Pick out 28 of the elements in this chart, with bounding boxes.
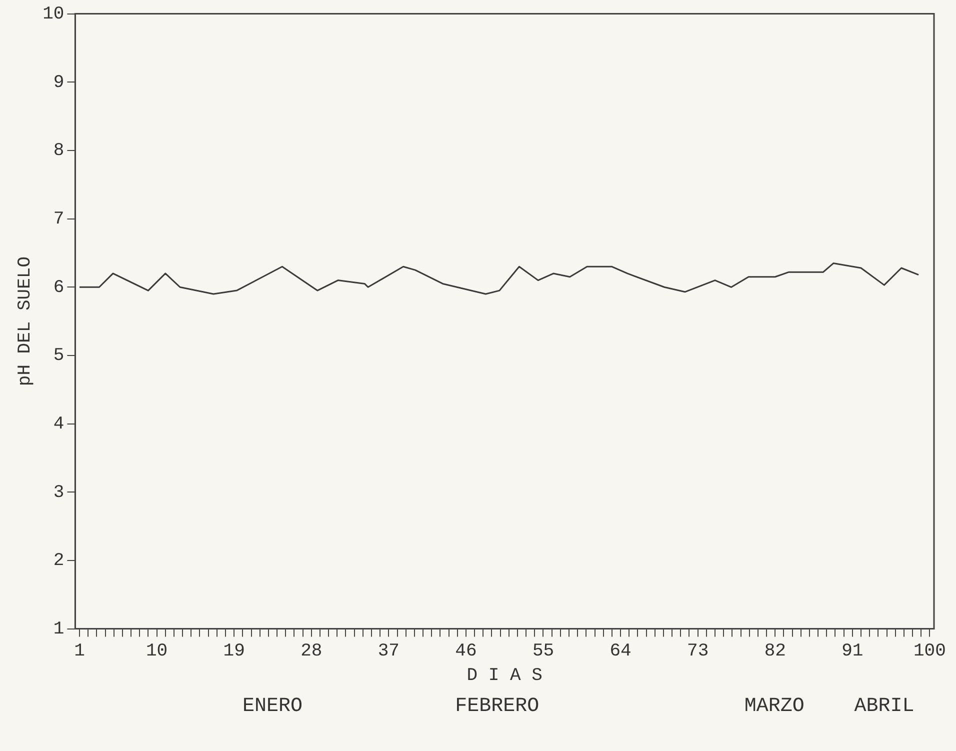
text: MARZO <box>744 695 804 718</box>
y-tick-label: 7 <box>53 210 64 230</box>
y-tick-label: 10 <box>42 4 64 25</box>
x-tick-label: 19 <box>223 641 245 662</box>
text: ABRIL <box>854 695 914 718</box>
y-tick-label: 6 <box>53 278 64 298</box>
y-tick-label: 4 <box>53 414 64 435</box>
text: ENERO <box>242 695 302 718</box>
y-tick-label: 1 <box>53 620 64 640</box>
x-tick-label: 28 <box>300 641 322 662</box>
y-tick-label: 8 <box>53 141 64 162</box>
x-tick-label: 91 <box>842 641 864 662</box>
y-tick-label: 9 <box>53 72 64 93</box>
y-tick-label: 2 <box>53 551 64 572</box>
x-tick-label: 37 <box>378 641 400 662</box>
y-axis-title: pH DEL SUELO <box>16 256 36 386</box>
x-tick-label: 55 <box>532 641 554 662</box>
x-tick-label: 1 <box>74 641 85 662</box>
y-tick-label: 5 <box>53 346 64 366</box>
text: FEBRERO <box>455 695 540 718</box>
x-tick-label: 100 <box>914 641 946 662</box>
x-axis-title: D I A S <box>466 666 542 686</box>
x-tick-label: 82 <box>764 641 786 662</box>
x-tick-label: 10 <box>146 641 168 662</box>
x-tick-label: 64 <box>610 641 632 662</box>
x-tick-label: 73 <box>687 641 709 662</box>
x-tick-label: 46 <box>455 641 477 662</box>
y-tick-label: 3 <box>53 482 64 503</box>
